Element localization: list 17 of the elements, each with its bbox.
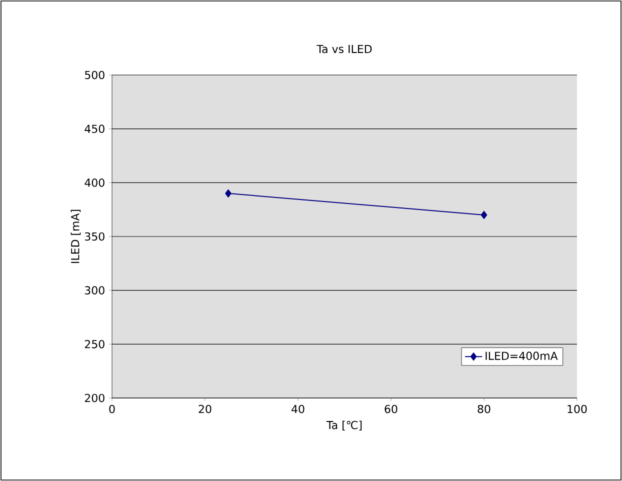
y-tick-label: 400 bbox=[84, 178, 104, 187]
x-tick-label: 40 bbox=[292, 404, 304, 414]
x-tick-label: 60 bbox=[384, 404, 398, 414]
y-tick-label: 250 bbox=[84, 340, 104, 348]
y-tick-label: 450 bbox=[84, 124, 104, 133]
x-tick-label: 0 bbox=[109, 404, 115, 414]
y-tick-label: 350 bbox=[84, 232, 104, 241]
y-axis-title: ILED [mA] bbox=[70, 210, 81, 263]
x-tick-label: 80 bbox=[478, 404, 490, 414]
chart-title: Ta vs ILED bbox=[316, 44, 372, 54]
x-axis-title: Ta [℃] bbox=[326, 420, 362, 431]
x-tick-label: 20 bbox=[198, 404, 212, 414]
x-tick-label: 100 bbox=[568, 404, 587, 414]
y-tick-label: 500 bbox=[84, 70, 104, 80]
y-tick-label: 300 bbox=[84, 286, 104, 294]
y-tick-label: 200 bbox=[84, 394, 104, 402]
legend-label: ILED=400mA bbox=[486, 352, 558, 360]
